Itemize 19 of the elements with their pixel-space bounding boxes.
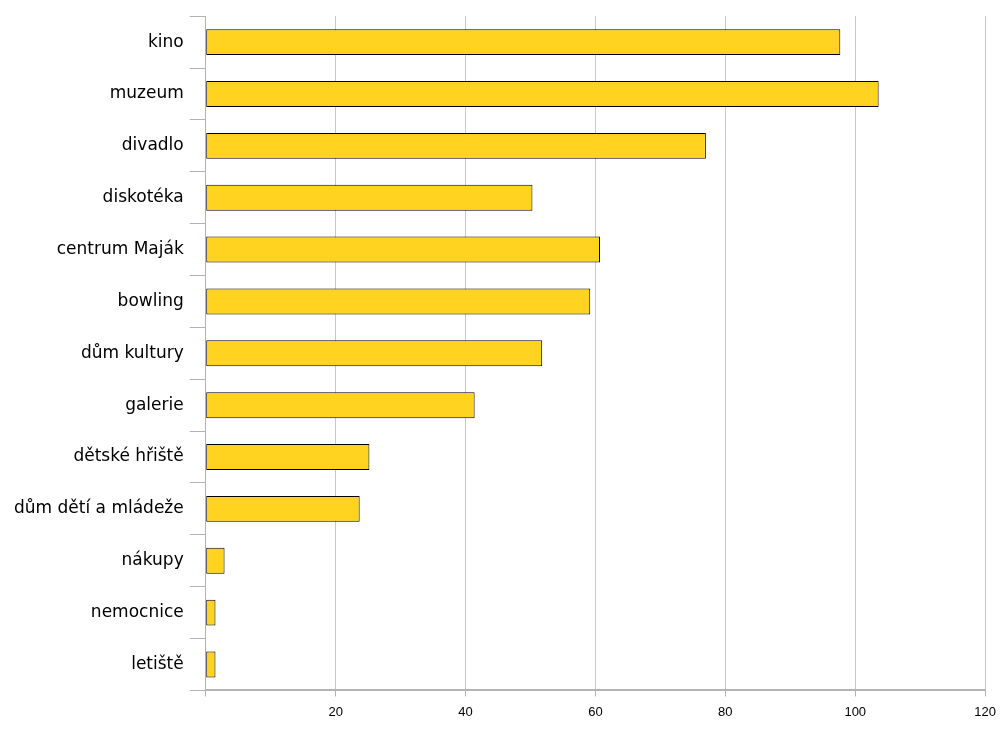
y-tick-label: nákupy — [121, 549, 184, 570]
x-tick-label: 100 — [844, 703, 867, 719]
y-tick-label: letiště — [131, 652, 184, 673]
y-tick-label: bowling — [117, 289, 184, 310]
y-tick-label: dům dětí a mládeže — [13, 497, 184, 518]
y-tick-label: muzeum — [109, 82, 184, 103]
y-tick-label: nemocnice — [90, 601, 184, 622]
y-tick-label: dětské hřiště — [73, 445, 184, 466]
y-tick-label: divadlo — [121, 134, 184, 155]
x-tick-label: 60 — [588, 703, 603, 719]
y-tick-label: galerie — [125, 393, 184, 414]
x-tick-label: 20 — [328, 703, 343, 719]
x-tick-label: 40 — [458, 703, 473, 719]
y-tick-label: dům kultury — [80, 341, 184, 362]
x-tick-label: 80 — [718, 703, 733, 719]
y-tick-label: centrum Maják — [56, 238, 184, 258]
y-tick-label: diskotéka — [102, 186, 184, 207]
y-tick-label: kino — [147, 30, 184, 51]
x-tick-label: 120 — [974, 703, 997, 719]
